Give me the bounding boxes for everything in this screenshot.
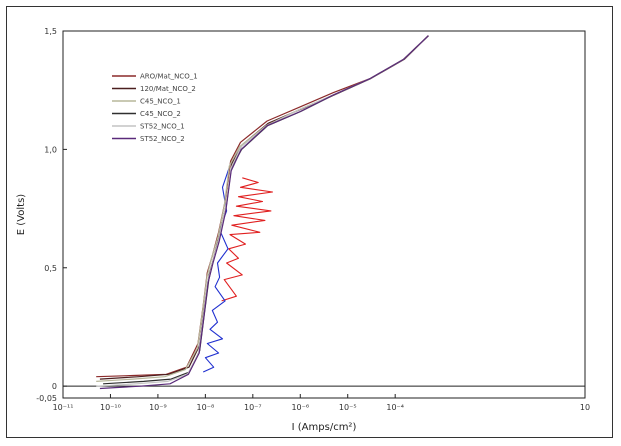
x-tick-label-6: 10⁻⁶ [291, 403, 309, 412]
axis-ticks: 10⁻¹¹ 10⁻¹⁰ 10⁻⁹ 10⁻⁸ 10⁻⁷ 10⁻⁶ 10⁻⁵ 10⁻⁴ 10 1,5 1… [36, 27, 590, 412]
plot-border [62, 30, 586, 399]
x-tick-label-8: 10⁻⁴ [386, 403, 404, 412]
legend-label-1: ARO/Mat_NCO_1 [140, 73, 198, 81]
y-tick-label-1: 1,5 [44, 27, 57, 36]
noise-trace-2 [202, 163, 232, 373]
legend-label-2: 120/Mat_NCO_2 [140, 85, 196, 93]
legend-label-4: C45_NCO_2 [140, 110, 181, 118]
x-axis-label: I (Amps/cm²) [292, 422, 357, 433]
plot-area [62, 30, 586, 399]
y-axis-label: E (Volts) [16, 194, 27, 235]
x-tick-label-7: 10⁻⁵ [339, 403, 357, 412]
legend-label-6: ST52_NCO_2 [140, 135, 185, 143]
legend-label-3: C45_NCO_1 [140, 98, 181, 106]
x-tick-label-5: 10⁻⁷ [244, 403, 262, 412]
legend-label-5: ST52_NCO_1 [140, 123, 185, 131]
y-tick-label-5: -0,05 [36, 394, 57, 403]
chart-frame [6, 6, 613, 438]
x-tick-label-9: 10 [580, 403, 590, 412]
noise-trace-1 [221, 177, 274, 302]
x-tick-label-4: 10⁻⁸ [197, 403, 215, 412]
y-tick-label-3: 0,5 [44, 264, 57, 273]
series-line-6 [99, 35, 429, 390]
legend: ARO/Mat_NCO_1 120/Mat_NCO_2 C45_NCO_1 C45_N… [112, 73, 198, 143]
x-tick-label-3: 10⁻⁹ [149, 403, 167, 412]
x-tick-label-1: 10⁻¹¹ [53, 403, 74, 412]
y-tick-label-4: 0 [52, 382, 57, 391]
y-tick-label-2: 1,0 [44, 145, 57, 154]
x-tick-label-2: 10⁻¹⁰ [100, 403, 121, 412]
